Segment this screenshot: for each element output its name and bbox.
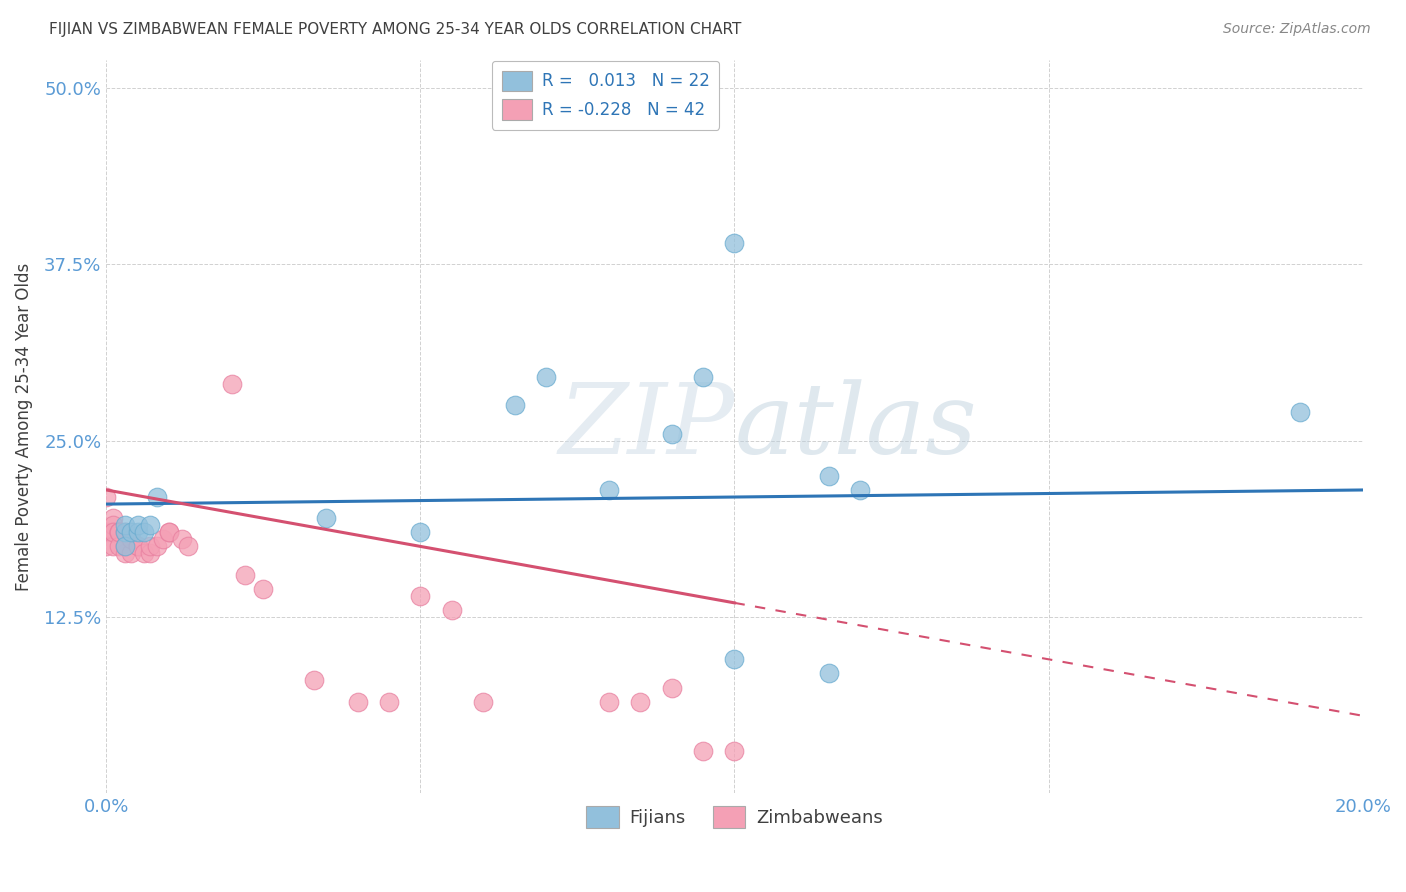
Point bbox=[409, 525, 432, 540]
Point bbox=[661, 426, 683, 441]
Point bbox=[96, 490, 118, 504]
Point bbox=[121, 533, 143, 547]
Point bbox=[101, 525, 124, 540]
Text: Source: ZipAtlas.com: Source: ZipAtlas.com bbox=[1223, 22, 1371, 37]
Point bbox=[170, 533, 193, 547]
Point bbox=[1288, 405, 1310, 419]
Point bbox=[139, 518, 162, 533]
Point bbox=[157, 525, 180, 540]
Point bbox=[108, 525, 131, 540]
Point bbox=[96, 525, 118, 540]
Point bbox=[661, 681, 683, 695]
Point bbox=[817, 666, 839, 681]
Text: ZIP: ZIP bbox=[558, 379, 734, 475]
Point bbox=[139, 540, 162, 554]
Point bbox=[534, 370, 557, 384]
Point bbox=[121, 546, 143, 560]
Point bbox=[127, 525, 149, 540]
Point bbox=[127, 540, 149, 554]
Point bbox=[101, 540, 124, 554]
Point bbox=[139, 546, 162, 560]
Point bbox=[101, 525, 124, 540]
Point bbox=[409, 589, 432, 603]
Point bbox=[503, 398, 526, 412]
Point bbox=[96, 540, 118, 554]
Point bbox=[127, 518, 149, 533]
Point bbox=[114, 525, 136, 540]
Point bbox=[346, 695, 368, 709]
Point bbox=[723, 235, 745, 250]
Legend: Fijians, Zimbabweans: Fijians, Zimbabweans bbox=[579, 799, 890, 836]
Point bbox=[628, 695, 651, 709]
Point bbox=[472, 695, 495, 709]
Point bbox=[723, 744, 745, 758]
Point bbox=[315, 511, 337, 525]
Point bbox=[221, 377, 243, 392]
Point bbox=[114, 546, 136, 560]
Point bbox=[598, 695, 620, 709]
Point bbox=[440, 603, 463, 617]
Point bbox=[378, 695, 401, 709]
Point bbox=[252, 582, 274, 596]
Point bbox=[114, 525, 136, 540]
Point bbox=[145, 540, 167, 554]
Point bbox=[817, 468, 839, 483]
Point bbox=[132, 525, 155, 540]
Point bbox=[598, 483, 620, 497]
Text: FIJIAN VS ZIMBABWEAN FEMALE POVERTY AMONG 25-34 YEAR OLDS CORRELATION CHART: FIJIAN VS ZIMBABWEAN FEMALE POVERTY AMON… bbox=[49, 22, 741, 37]
Point bbox=[692, 744, 714, 758]
Point bbox=[127, 540, 149, 554]
Point bbox=[108, 525, 131, 540]
Point bbox=[114, 540, 136, 554]
Text: atlas: atlas bbox=[734, 379, 977, 475]
Point bbox=[692, 370, 714, 384]
Point bbox=[145, 490, 167, 504]
Point bbox=[114, 518, 136, 533]
Point bbox=[101, 518, 124, 533]
Point bbox=[723, 652, 745, 666]
Point bbox=[108, 540, 131, 554]
Point bbox=[152, 533, 174, 547]
Point bbox=[849, 483, 872, 497]
Point bbox=[121, 525, 143, 540]
Y-axis label: Female Poverty Among 25-34 Year Olds: Female Poverty Among 25-34 Year Olds bbox=[15, 262, 32, 591]
Point bbox=[114, 540, 136, 554]
Point bbox=[302, 673, 325, 688]
Point bbox=[101, 511, 124, 525]
Point bbox=[132, 546, 155, 560]
Point bbox=[157, 525, 180, 540]
Point bbox=[233, 567, 256, 582]
Point bbox=[177, 540, 200, 554]
Point bbox=[108, 525, 131, 540]
